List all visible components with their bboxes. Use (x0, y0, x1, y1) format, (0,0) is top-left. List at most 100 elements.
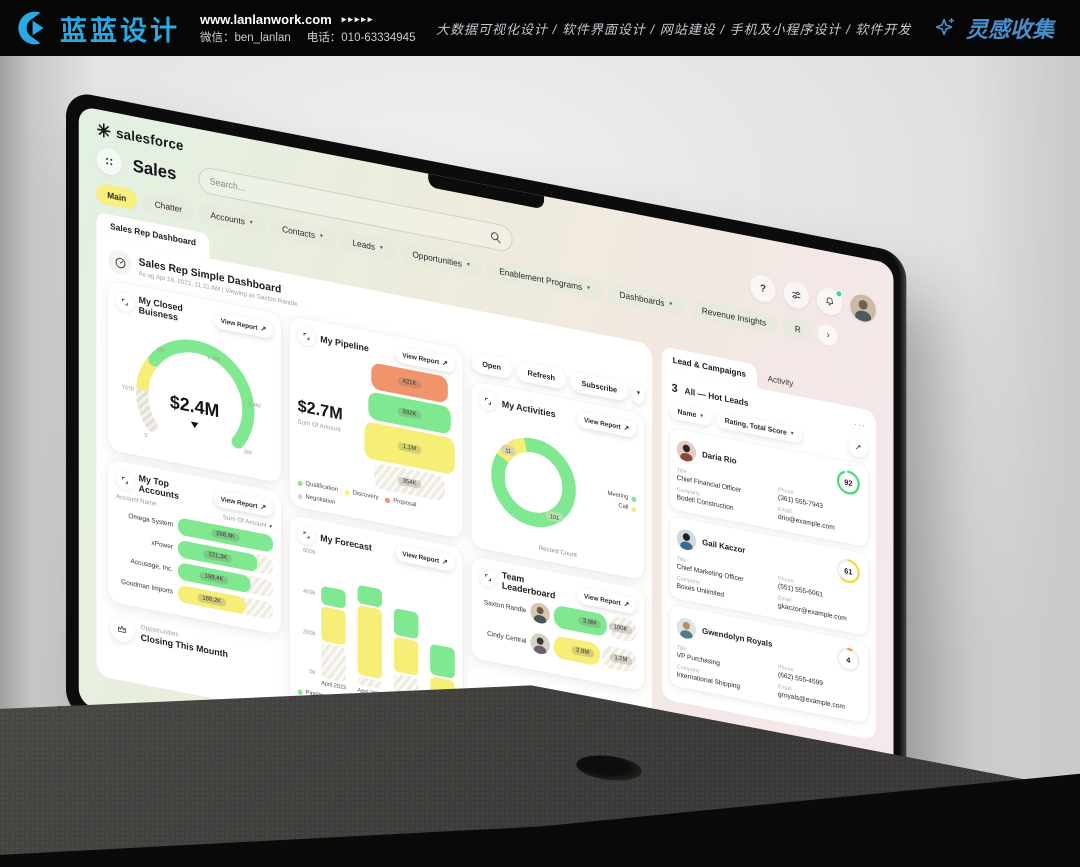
nav-tab-dashboards[interactable]: Dashboards ▼ (608, 282, 685, 318)
lead-card[interactable]: Gail Kaczor 61 Title Chief Marketing Off… (669, 515, 868, 636)
lanlan-logo-icon (18, 11, 44, 45)
expand-icon (485, 573, 491, 582)
opportunities-widget[interactable]: Oppotrunities Closing This Mounth (108, 611, 281, 677)
dashboard-panel: Sales Rep Simple Dashboard As og Apr 18,… (96, 236, 653, 784)
app-title: Sales (132, 155, 177, 184)
help-button[interactable]: ? (750, 272, 776, 305)
donut-chart: 11 101 Meeting Call (479, 413, 637, 562)
arrows-icon: ▸▸▸▸▸ (341, 13, 375, 24)
chevron-down-icon: ▼ (789, 430, 795, 438)
app-topbar: Sales ? (96, 145, 876, 324)
nav-tab-chatter[interactable]: Chatter (143, 191, 193, 222)
app-launcher-button[interactable] (96, 145, 122, 178)
card-team-leaderboard: Team Leaderboard View Report ↗ Saxton Ran… (471, 555, 645, 692)
nav-tab-accounts[interactable]: Accounts ▼ (199, 202, 265, 236)
expand-button[interactable] (297, 325, 316, 348)
expand-button[interactable] (479, 566, 497, 589)
photo-scene: salesforce Sales (0, 56, 1080, 867)
open-button[interactable]: Open (471, 351, 512, 379)
sliders-icon (792, 291, 801, 299)
svg-text:0: 0 (144, 433, 147, 440)
salesforce-logo: salesforce (96, 121, 875, 288)
more-actions-button[interactable]: ▼ (632, 382, 645, 406)
leaderboard-row: Cindy Central 2.8M (479, 621, 637, 674)
nav-tab-leads[interactable]: Leads ▼ (341, 230, 395, 261)
card-my-closed-business: My Closed Buisness View Report ↗ (108, 280, 281, 484)
more-options-icon[interactable]: ··· (854, 418, 867, 431)
legend-dot (297, 688, 303, 695)
bar-remainder: 1.2M (609, 653, 633, 666)
crown-icon (110, 615, 134, 645)
banner-contact: www.lanlanwork.com ▸▸▸▸▸ 微信：ben_lanlan 电… (200, 12, 415, 45)
expand-icon (485, 397, 491, 405)
avatar (530, 633, 550, 656)
gauge-chart: 0 787K 1M 1.7M 2.4M 5M $2.4M (122, 339, 261, 457)
user-avatar[interactable] (850, 292, 876, 324)
search-bar[interactable] (198, 165, 514, 254)
nav-tab-overflow[interactable]: R (783, 316, 812, 342)
arrow-up-right-icon: ↗ (260, 325, 267, 334)
banner-logo-text: 蓝蓝设计 (60, 15, 180, 46)
score-value: 92 (844, 477, 852, 488)
lead-count: 3 (671, 381, 678, 396)
chevron-down-icon: ▼ (378, 244, 384, 252)
forecast-bar[interactable] (357, 584, 383, 690)
lead-card[interactable]: Daria Rio 92 Title Chief Financial Offic… (669, 427, 868, 548)
avatar (676, 529, 697, 551)
notifications-button[interactable] (816, 285, 843, 318)
bar-value: 221,3K (203, 549, 233, 563)
subscribe-button[interactable]: Subscribe (570, 370, 628, 402)
banner-wechat: 微信：ben_lanlan (200, 31, 291, 44)
svg-text:1M: 1M (157, 347, 165, 355)
banner-website: www.lanlanwork.com (200, 11, 332, 27)
bar-value: 268,9K (211, 528, 240, 542)
forecast-bar[interactable] (393, 608, 419, 697)
avatar (676, 440, 697, 463)
topbar-icons: ? (750, 272, 876, 324)
waffle-grid-icon (106, 157, 113, 166)
leaderboard-row: Saxton Randle 3.9M (479, 590, 637, 643)
triangle-down-icon (190, 421, 199, 429)
legend-dot (631, 495, 637, 502)
nav-tab-opportunities[interactable]: Opportunities ▼ (401, 241, 482, 278)
legend-dot (297, 493, 303, 500)
view-report-button[interactable]: View Report ↗ (395, 544, 455, 573)
arrow-up-right-icon: ↗ (623, 424, 630, 433)
chevron-down-icon: ▼ (318, 232, 324, 240)
score-ring: 61 (836, 558, 860, 583)
legend-dot (344, 489, 350, 496)
nav-tab-main[interactable]: Main (96, 182, 138, 211)
bar-value: 198,4K (199, 570, 229, 585)
nav-tab-contacts[interactable]: Contacts ▼ (271, 216, 335, 250)
refresh-button[interactable]: Refresh (516, 360, 566, 390)
score-ring: 4 (836, 647, 860, 672)
dashboard-content: Sales Rep Simple Dashboard As og Apr 18,… (96, 236, 876, 827)
settings-button[interactable] (783, 279, 810, 311)
promo-banner: 蓝蓝设计 www.lanlanwork.com ▸▸▸▸▸ 微信：ben_lan… (0, 0, 1080, 56)
expand-button[interactable] (479, 390, 497, 413)
notification-dot (835, 289, 843, 298)
expand-icon (303, 332, 310, 340)
dashboard-header: Sales Rep Simple Dashboard As og Apr 18,… (108, 247, 640, 376)
card-title: My Forecast (320, 532, 372, 553)
arrow-up-right-icon: ↗ (442, 359, 448, 368)
sort-by-name-button[interactable]: Name ▼ (669, 402, 712, 426)
card-my-forecast: My Forecast View Report ↗ 600k 400k (289, 514, 463, 735)
open-list-button[interactable]: ↗ (848, 434, 868, 459)
expand-button[interactable] (116, 291, 134, 314)
nav-scroll-next-button[interactable]: › (818, 322, 839, 348)
column-1: My Closed Buisness View Report ↗ (108, 280, 281, 700)
lead-card[interactable]: Gwendolyn Royals 4 Title VP Purchasing (669, 604, 868, 724)
cards-grid: My Closed Buisness View Report ↗ (108, 280, 645, 769)
bar-value: 3.9M (578, 616, 601, 629)
salesforce-star-icon (97, 123, 111, 138)
arrow-up-right-icon: ↗ (260, 503, 267, 512)
expand-button[interactable] (297, 524, 316, 546)
svg-text:5M: 5M (244, 449, 252, 457)
avatar (676, 617, 697, 640)
expand-button[interactable] (116, 469, 134, 492)
banner-phone: 电话：010-63334945 (306, 31, 416, 44)
column-3: Open Refresh Subscribe ▼ (471, 351, 645, 770)
forecast-bar[interactable] (321, 585, 346, 683)
chevron-down-icon: ▼ (699, 412, 705, 420)
